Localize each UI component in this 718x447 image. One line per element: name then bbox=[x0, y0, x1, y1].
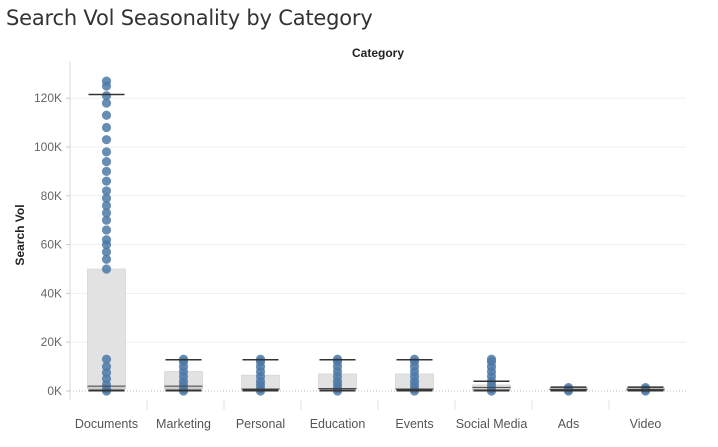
x-category-label: Personal bbox=[236, 417, 285, 431]
box-education bbox=[318, 354, 357, 396]
box-video bbox=[626, 382, 665, 396]
box-marketing bbox=[164, 354, 203, 396]
y-tick-label: 100K bbox=[34, 140, 62, 154]
column-header: Category bbox=[352, 46, 404, 60]
data-point bbox=[101, 193, 112, 203]
x-category-label: Social Media bbox=[456, 417, 528, 431]
data-point bbox=[101, 254, 112, 264]
x-axis-categories: Documents Marketing Personal Education Event… bbox=[75, 400, 662, 431]
x-category-label: Video bbox=[630, 417, 662, 431]
y-axis-label: Search Vol bbox=[13, 204, 27, 265]
box-ads bbox=[549, 382, 588, 396]
y-tick-label: 60K bbox=[41, 238, 62, 252]
data-point bbox=[101, 176, 112, 186]
y-axis-ticks: 0K 20K 40K 60K 80K 100K 120K bbox=[34, 91, 70, 398]
y-tick-label: 40K bbox=[41, 286, 62, 300]
y-tick-label: 120K bbox=[34, 91, 62, 105]
data-point bbox=[101, 76, 112, 86]
data-point bbox=[101, 135, 112, 145]
x-category-label: Education bbox=[310, 417, 366, 431]
y-tick-label: 0K bbox=[47, 384, 62, 398]
data-point bbox=[101, 110, 112, 120]
data-point bbox=[101, 157, 112, 167]
data-point bbox=[101, 166, 112, 176]
data-point bbox=[101, 247, 112, 257]
data-point bbox=[101, 91, 112, 101]
box-documents bbox=[87, 76, 126, 396]
data-point bbox=[101, 98, 112, 108]
data-point bbox=[101, 122, 112, 133]
data-point bbox=[101, 264, 112, 274]
box-series bbox=[87, 76, 665, 396]
x-category-label: Events bbox=[395, 417, 433, 431]
data-point bbox=[101, 186, 112, 196]
data-point bbox=[486, 354, 497, 364]
data-point bbox=[101, 235, 112, 245]
y-tick-label: 80K bbox=[41, 189, 62, 203]
box-personal bbox=[241, 354, 280, 396]
chart-title: Search Vol Seasonality by Category bbox=[6, 6, 373, 30]
data-point bbox=[101, 215, 112, 225]
data-point bbox=[101, 354, 112, 364]
data-point bbox=[101, 208, 112, 218]
data-point bbox=[101, 147, 112, 157]
gridlines bbox=[69, 62, 686, 400]
x-category-label: Documents bbox=[75, 417, 138, 431]
y-tick-label: 20K bbox=[41, 335, 62, 349]
x-category-label: Marketing bbox=[156, 417, 211, 431]
data-point bbox=[101, 225, 112, 235]
box-events bbox=[395, 354, 434, 396]
data-point bbox=[101, 200, 112, 211]
x-category-label: Ads bbox=[558, 417, 580, 431]
box-social-media bbox=[472, 354, 511, 396]
data-point bbox=[101, 362, 112, 372]
